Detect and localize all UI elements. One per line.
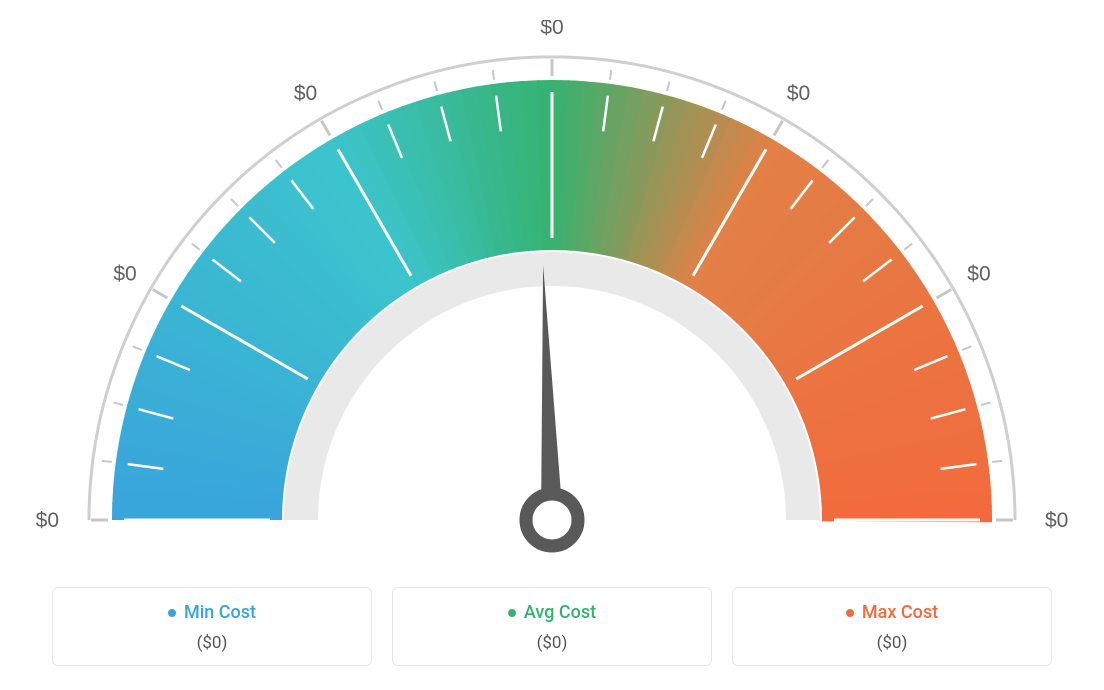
legend-max-label: Max Cost bbox=[862, 602, 938, 623]
legend-max-card: Max Cost ($0) bbox=[732, 587, 1052, 667]
svg-text:$0: $0 bbox=[113, 263, 136, 286]
legend-max-value: ($0) bbox=[751, 633, 1033, 653]
svg-text:$0: $0 bbox=[540, 20, 563, 39]
legend-min-title: Min Cost bbox=[168, 602, 256, 623]
legend-avg-title: Avg Cost bbox=[508, 602, 596, 623]
legend-avg-card: Avg Cost ($0) bbox=[392, 587, 712, 667]
legend-avg-label: Avg Cost bbox=[524, 602, 596, 623]
gauge-chart: $0 $0 $0 $0 $0 $0 $0 bbox=[0, 0, 1104, 560]
svg-text:$0: $0 bbox=[294, 82, 317, 105]
svg-text:$0: $0 bbox=[36, 509, 59, 532]
legend-max-dot bbox=[846, 609, 854, 617]
svg-text:$0: $0 bbox=[787, 82, 810, 105]
legend-avg-value: ($0) bbox=[411, 633, 693, 653]
legend-max-title: Max Cost bbox=[846, 602, 938, 623]
legend-min-value: ($0) bbox=[71, 633, 353, 653]
svg-text:$0: $0 bbox=[967, 263, 990, 286]
svg-text:$0: $0 bbox=[1045, 509, 1068, 532]
legend-min-card: Min Cost ($0) bbox=[52, 587, 372, 667]
legend-min-label: Min Cost bbox=[184, 602, 256, 623]
legend-avg-dot bbox=[508, 609, 516, 617]
cost-gauge-container: $0 $0 $0 $0 $0 $0 $0 Min Cost ($0) Avg Cost ($… bbox=[0, 0, 1104, 690]
legend-min-dot bbox=[168, 609, 176, 617]
legend-row: Min Cost ($0) Avg Cost ($0) Max Cost ($0… bbox=[52, 587, 1052, 667]
gauge-svg: $0 $0 $0 $0 $0 $0 $0 bbox=[32, 20, 1072, 580]
